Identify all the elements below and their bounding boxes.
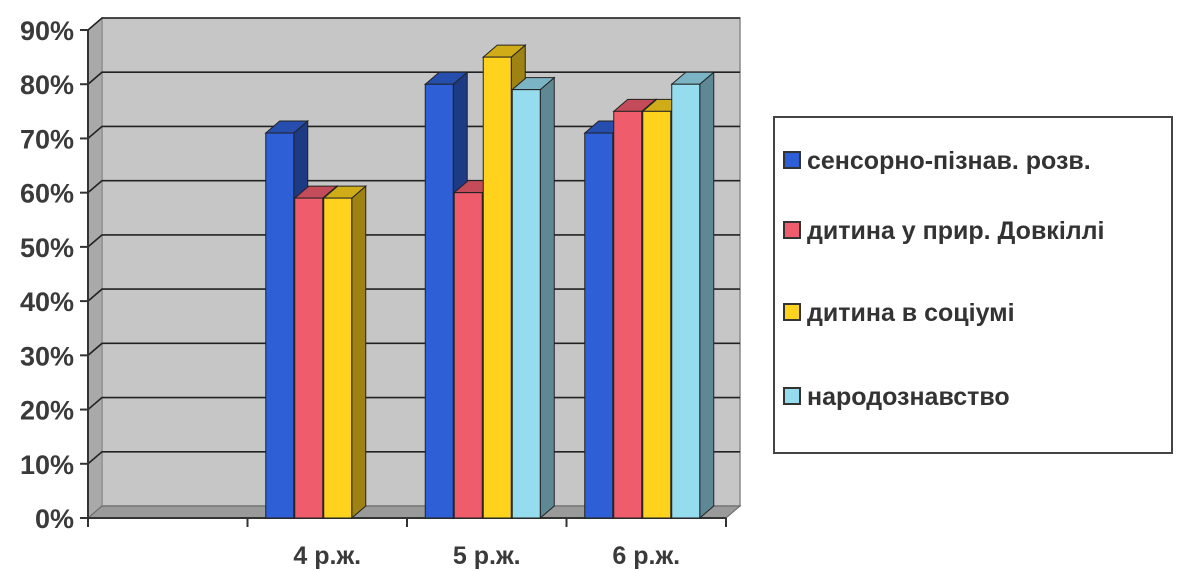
legend-swatch (783, 151, 801, 169)
legend-item: сенсорно-пізнав. розв. (783, 144, 1167, 178)
y-tick-label: 20% (20, 396, 74, 426)
bar-side (699, 71, 715, 520)
gridline (87, 17, 740, 31)
y-tick-label: 40% (20, 287, 74, 317)
legend-item: дитина в соціумі (783, 296, 1167, 330)
bar (322, 185, 368, 520)
legend: сенсорно-пізнав. розв. дитина у прир. До… (773, 116, 1173, 454)
bar-front (424, 83, 454, 519)
bar-front (671, 83, 701, 519)
gridline (87, 71, 740, 85)
y-tick-label: 70% (20, 124, 74, 154)
legend-swatch (783, 387, 801, 405)
y-tick-label: 90% (20, 16, 74, 46)
bar (510, 76, 556, 520)
legend-item: дитина у прир. Довкіллі (783, 214, 1167, 248)
bar-front (482, 56, 512, 519)
bars (264, 44, 716, 520)
bar-side (351, 185, 367, 520)
bar-front (323, 197, 353, 519)
legend-label: дитина у прир. Довкіллі (807, 217, 1105, 245)
legend-label: народознавство (807, 383, 1010, 411)
legend-swatch (783, 303, 801, 321)
y-tick-label: 60% (20, 179, 74, 209)
x-axis-categories: 4 р.ж. 5 р.ж. 6 р.ж. (293, 542, 680, 570)
legend-swatch (783, 221, 801, 239)
y-tick-label: 50% (20, 233, 74, 263)
y-tick-label: 30% (20, 341, 74, 371)
bar-front (642, 110, 672, 519)
y-tick-label: 0% (35, 504, 74, 534)
legend-label: дитина в соціумі (807, 299, 1015, 327)
bar-front (584, 132, 614, 519)
legend-label: сенсорно-пізнав. розв. (807, 147, 1091, 175)
bar-front (294, 197, 324, 519)
x-category-label: 6 р.ж. (612, 542, 680, 570)
bar-side (539, 76, 555, 520)
bar-front (453, 192, 483, 519)
legend-item: народознавство (783, 380, 1167, 414)
x-category-label: 5 р.ж. (453, 542, 521, 570)
y-axis-ticks: 0% 10% 20% 30% 40% 50% 60% 70% 80% 90% (20, 16, 74, 534)
y-tick-label: 80% (20, 70, 74, 100)
bar-front (265, 132, 295, 519)
bar (670, 71, 716, 520)
side-wall (87, 16, 103, 520)
y-tick-label: 10% (20, 450, 74, 480)
bar-front (613, 110, 643, 519)
x-category-label: 4 р.ж. (293, 542, 361, 570)
bar-front (511, 89, 541, 519)
